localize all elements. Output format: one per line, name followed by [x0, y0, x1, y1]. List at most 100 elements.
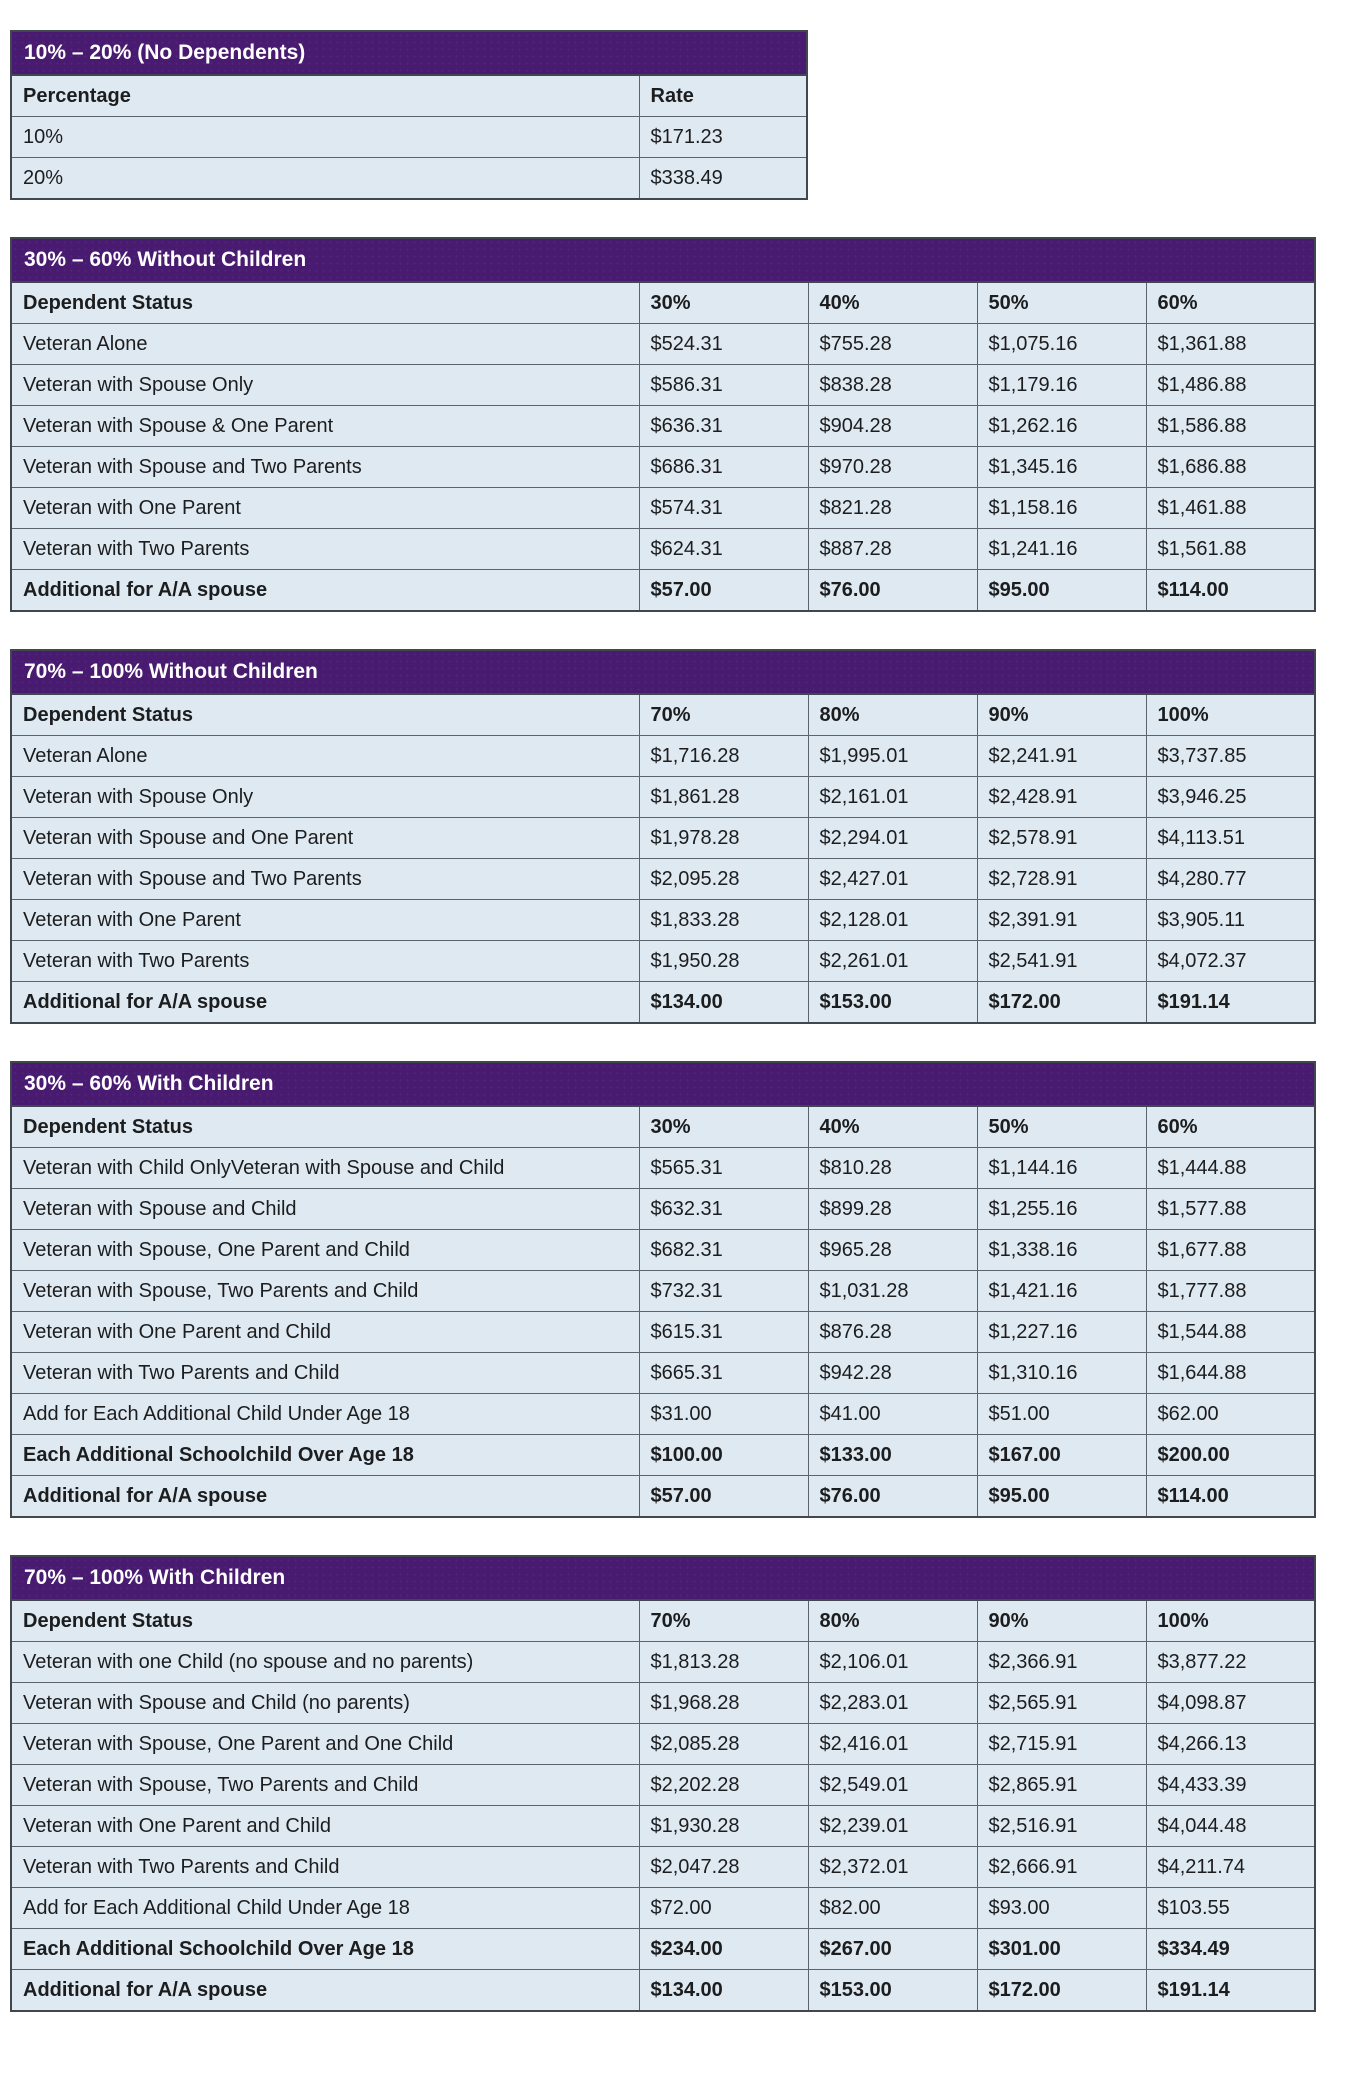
- value-cell: $301.00: [976, 1928, 1147, 1970]
- table-row: Veteran with Spouse, Two Parents and Chi…: [10, 1270, 1316, 1312]
- value-cell: $4,433.39: [1145, 1764, 1316, 1806]
- value-cell: $2,128.01: [807, 899, 978, 941]
- value-cell: $4,266.13: [1145, 1723, 1316, 1765]
- value-cell: $31.00: [638, 1393, 809, 1435]
- table-row: Veteran Alone $524.31 $755.28 $1,075.16 $1,3…: [10, 323, 1316, 365]
- table-row: Veteran with Two Parents $624.31 $887.28 $1…: [10, 528, 1316, 570]
- column-header: 40%: [807, 1105, 978, 1148]
- table-row: Add for Each Additional Child Under Age …: [10, 1393, 1316, 1435]
- value-cell: $2,161.01: [807, 776, 978, 818]
- value-cell: $2,106.01: [807, 1641, 978, 1683]
- row-label-cell: Veteran with Two Parents and Child: [10, 1352, 640, 1394]
- table-row: Veteran with Spouse Only $1,861.28 $2,161.…: [10, 776, 1316, 818]
- table-row: Each Additional Schoolchild Over Age 18 $…: [10, 1434, 1316, 1476]
- table-title-row: 70% – 100% Without Children: [9, 649, 1317, 695]
- value-cell: $1,255.16: [976, 1188, 1147, 1230]
- value-cell: $114.00: [1145, 569, 1316, 612]
- value-cell: $1,361.88: [1145, 323, 1316, 365]
- table-row: Each Additional Schoolchild Over Age 18 $…: [10, 1928, 1316, 1970]
- value-cell: $2,427.01: [807, 858, 978, 900]
- column-header: 90%: [976, 693, 1147, 736]
- value-cell: $153.00: [807, 981, 978, 1024]
- value-cell: $1,421.16: [976, 1270, 1147, 1312]
- value-cell: $338.49: [638, 157, 808, 200]
- table-row: 10% $171.23: [10, 116, 808, 158]
- rate-table: 30% – 60% Without Children Dependent Stat…: [9, 237, 1317, 612]
- value-cell: $4,280.77: [1145, 858, 1316, 900]
- value-cell: $2,202.28: [638, 1764, 809, 1806]
- value-cell: $1,561.88: [1145, 528, 1316, 570]
- column-header: 100%: [1145, 1599, 1316, 1642]
- value-cell: $1,461.88: [1145, 487, 1316, 529]
- row-label-cell: Veteran with Child OnlyVeteran with Spou…: [10, 1147, 640, 1189]
- value-cell: $57.00: [638, 569, 809, 612]
- value-cell: $133.00: [807, 1434, 978, 1476]
- value-cell: $838.28: [807, 364, 978, 406]
- value-cell: $4,044.48: [1145, 1805, 1316, 1847]
- value-cell: $2,241.91: [976, 735, 1147, 777]
- value-cell: $267.00: [807, 1928, 978, 1970]
- value-cell: $636.31: [638, 405, 809, 447]
- row-label-cell: Additional for A/A spouse: [10, 1969, 640, 2012]
- value-cell: $686.31: [638, 446, 809, 488]
- table-row: Veteran with Spouse and Child $632.31 $899…: [10, 1188, 1316, 1230]
- value-cell: $2,715.91: [976, 1723, 1147, 1765]
- table-row: 20% $338.49: [10, 157, 808, 200]
- table-row: Veteran with One Parent and Child $1,930.…: [10, 1805, 1316, 1847]
- table-row: Add for Each Additional Child Under Age …: [10, 1887, 1316, 1929]
- value-cell: $1,861.28: [638, 776, 809, 818]
- row-label-cell: Veteran with one Child (no spouse and no…: [10, 1641, 640, 1683]
- value-cell: $1,686.88: [1145, 446, 1316, 488]
- row-label-cell: Veteran with One Parent: [10, 487, 640, 529]
- value-cell: $1,577.88: [1145, 1188, 1316, 1230]
- column-header: 60%: [1145, 281, 1316, 324]
- value-cell: $2,578.91: [976, 817, 1147, 859]
- value-cell: $57.00: [638, 1475, 809, 1518]
- value-cell: $153.00: [807, 1969, 978, 2012]
- column-header: 60%: [1145, 1105, 1316, 1148]
- value-cell: $810.28: [807, 1147, 978, 1189]
- value-cell: $41.00: [807, 1393, 978, 1435]
- column-header: Rate: [638, 74, 808, 117]
- value-cell: $134.00: [638, 1969, 809, 2012]
- rate-table: 70% – 100% With Children Dependent Status…: [9, 1555, 1317, 2012]
- row-label-cell: Veteran with Spouse, Two Parents and Chi…: [10, 1270, 640, 1312]
- value-cell: $2,085.28: [638, 1723, 809, 1765]
- value-cell: $1,968.28: [638, 1682, 809, 1724]
- value-cell: $4,072.37: [1145, 940, 1316, 982]
- row-label-cell: Veteran with Spouse and Two Parents: [10, 446, 640, 488]
- table-row: Veteran with One Parent and Child $615.31…: [10, 1311, 1316, 1353]
- value-cell: $624.31: [638, 528, 809, 570]
- column-header: 90%: [976, 1599, 1147, 1642]
- value-cell: $2,366.91: [976, 1641, 1147, 1683]
- column-header: 80%: [807, 693, 978, 736]
- value-cell: $1,144.16: [976, 1147, 1147, 1189]
- value-cell: $3,737.85: [1145, 735, 1316, 777]
- row-label-cell: Veteran with Spouse and Two Parents: [10, 858, 640, 900]
- row-label-cell: Veteran with One Parent and Child: [10, 1311, 640, 1353]
- value-cell: $1,075.16: [976, 323, 1147, 365]
- tables-container: 10% – 20% (No Dependents) Percentage Rate 1…: [9, 30, 1364, 2012]
- value-cell: $1,158.16: [976, 487, 1147, 529]
- value-cell: $2,541.91: [976, 940, 1147, 982]
- value-cell: $134.00: [638, 981, 809, 1024]
- column-header: 30%: [638, 281, 809, 324]
- value-cell: $1,978.28: [638, 817, 809, 859]
- value-cell: $732.31: [638, 1270, 809, 1312]
- column-header: 30%: [638, 1105, 809, 1148]
- value-cell: $1,544.88: [1145, 1311, 1316, 1353]
- row-label-cell: Additional for A/A spouse: [10, 1475, 640, 1518]
- value-cell: $3,877.22: [1145, 1641, 1316, 1683]
- value-cell: $76.00: [807, 569, 978, 612]
- table-row: Veteran with Spouse, One Parent and One …: [10, 1723, 1316, 1765]
- row-label-cell: Veteran with Spouse and Child: [10, 1188, 640, 1230]
- value-cell: $82.00: [807, 1887, 978, 1929]
- value-cell: $51.00: [976, 1393, 1147, 1435]
- column-header: Dependent Status: [10, 693, 640, 736]
- value-cell: $1,345.16: [976, 446, 1147, 488]
- table-row: Veteran with One Parent $574.31 $821.28 $1,…: [10, 487, 1316, 529]
- table-row: Veteran with Two Parents $1,950.28 $2,261.…: [10, 940, 1316, 982]
- table-row: Veteran with Spouse, One Parent and Chil…: [10, 1229, 1316, 1271]
- row-label-cell: Veteran with Spouse Only: [10, 776, 640, 818]
- value-cell: $682.31: [638, 1229, 809, 1271]
